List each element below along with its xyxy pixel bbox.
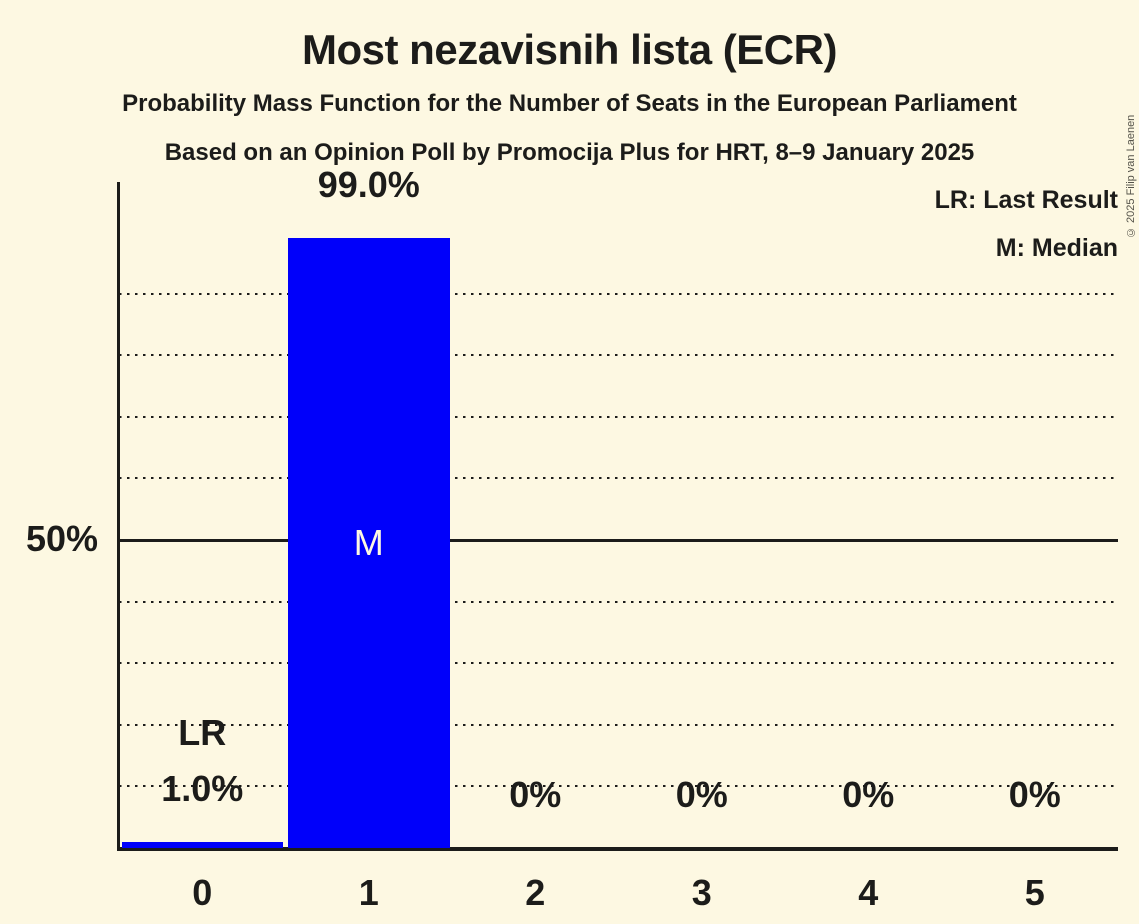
median-marker: M xyxy=(353,522,384,563)
y-axis-line xyxy=(117,182,120,851)
gridline-20-percent xyxy=(119,723,1118,726)
chart-subtitle-poll: Based on an Opinion Poll by Promocija Pl… xyxy=(164,139,975,166)
x-tick-label-4: 4 xyxy=(858,872,879,913)
x-tick-label-1: 1 xyxy=(358,872,379,913)
gridline-90-percent xyxy=(119,292,1118,295)
bar-seats-1 xyxy=(288,238,450,848)
gridline-60-percent xyxy=(119,477,1118,480)
copyright-notice: © 2025 Filip van Laenen xyxy=(1125,114,1137,238)
bar-value-label-seats-3: 0% xyxy=(675,774,728,815)
gridline-40-percent xyxy=(119,600,1118,603)
legend-last-result: LR: Last Result xyxy=(934,186,1118,214)
bar-value-label-seats-2: 0% xyxy=(509,774,562,815)
bar-value-label-seats-5: 0% xyxy=(1008,774,1061,815)
legend-median: M: Median xyxy=(995,234,1118,262)
gridline-50-percent-solid xyxy=(119,538,1118,542)
chart-subtitle-pmf: Probability Mass Function for the Number… xyxy=(122,90,1017,117)
bar-value-label-seats-0: 1.0% xyxy=(161,767,244,809)
page-title: Most nezavisnih lista (ECR) xyxy=(302,26,837,73)
gridline-30-percent xyxy=(119,662,1118,665)
bar-value-label-seats-1: 99.0% xyxy=(317,164,420,206)
x-tick-label-2: 2 xyxy=(525,872,546,913)
x-axis-line xyxy=(117,847,1118,851)
x-tick-label-5: 5 xyxy=(1024,872,1045,913)
gridline-10-percent xyxy=(119,785,1118,788)
gridline-80-percent xyxy=(119,354,1118,357)
bar-seats-0 xyxy=(121,841,283,848)
gridline-70-percent xyxy=(119,415,1118,418)
last-result-marker: LR xyxy=(178,711,227,753)
y-axis-50-percent-label: 50% xyxy=(25,518,98,559)
bar-value-label-seats-4: 0% xyxy=(842,774,895,815)
x-tick-label-0: 0 xyxy=(192,872,213,913)
x-tick-label-3: 3 xyxy=(691,872,712,913)
